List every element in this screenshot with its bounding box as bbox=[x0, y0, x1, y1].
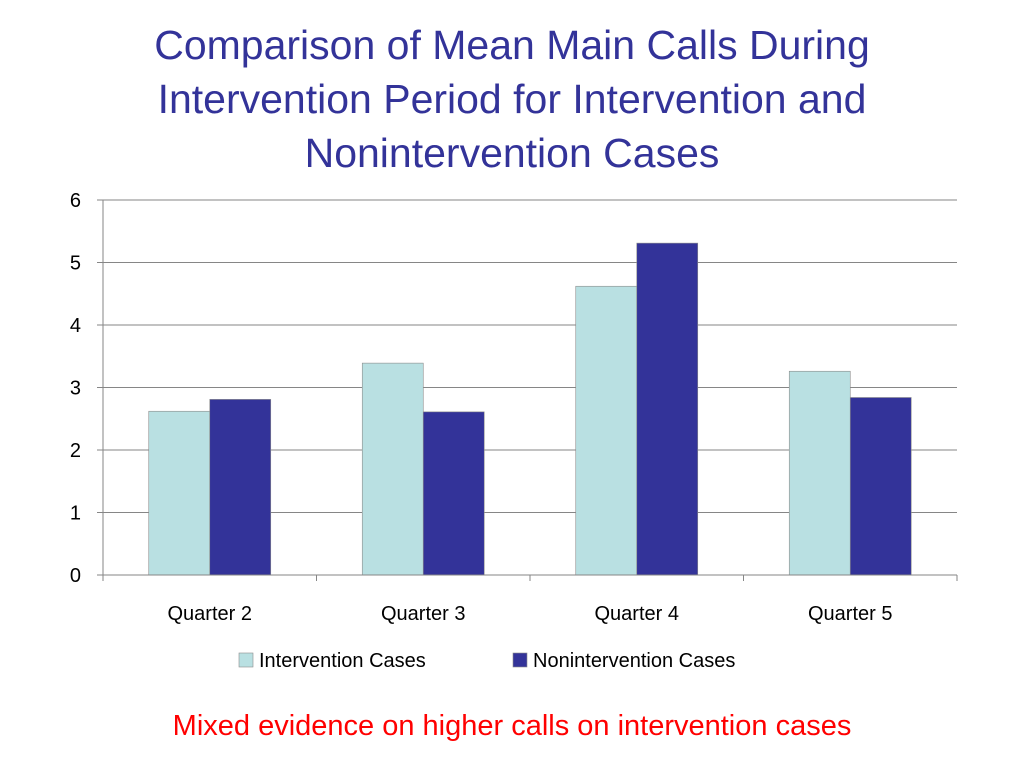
bar-intervention bbox=[361, 362, 424, 576]
legend-intervention-label: Intervention Cases bbox=[259, 650, 426, 672]
slide-title: Comparison of Mean Main Calls During Int… bbox=[60, 18, 964, 180]
slide-caption: Mixed evidence on higher calls on interv… bbox=[172, 710, 852, 742]
bar-chart: 0 1 2 3 4 5 6 Quarter 2 Quarter 3 Quarter 4 Quarte… bbox=[70, 190, 958, 672]
y-tick-label: 4 bbox=[70, 315, 81, 337]
x-category-label: Quarter 2 bbox=[168, 603, 252, 625]
y-tick-label: 0 bbox=[70, 565, 81, 587]
bar-nonintervention bbox=[849, 397, 912, 576]
title-line-3: Nonintervention Cases bbox=[304, 130, 720, 176]
y-tick-label: 2 bbox=[70, 440, 81, 462]
bar-intervention bbox=[148, 410, 211, 576]
y-tick-label: 6 bbox=[70, 190, 81, 212]
legend-nonintervention-label: Nonintervention Cases bbox=[533, 650, 735, 672]
title-line-1: Comparison of Mean Main Calls During bbox=[154, 22, 870, 68]
legend-nonintervention-swatch bbox=[512, 652, 528, 668]
bar-intervention bbox=[575, 285, 638, 576]
y-tick-label: 5 bbox=[70, 253, 81, 275]
x-category-label: Quarter 5 bbox=[808, 603, 892, 625]
y-tick-label: 1 bbox=[70, 503, 81, 525]
bar-nonintervention bbox=[636, 242, 699, 576]
y-tick-label: 3 bbox=[70, 378, 81, 400]
legend: Intervention Cases Nonintervention Cases bbox=[238, 650, 735, 672]
bar-nonintervention bbox=[209, 399, 272, 576]
bars bbox=[148, 242, 912, 576]
title-line-2: Intervention Period for Intervention and bbox=[157, 76, 867, 122]
bar-nonintervention bbox=[422, 411, 485, 576]
bar-intervention bbox=[788, 370, 851, 576]
x-category-label: Quarter 3 bbox=[381, 603, 465, 625]
axis-labels: 0 1 2 3 4 5 6 Quarter 2 Quarter 3 Quarter 4 Quarte… bbox=[70, 190, 893, 625]
legend-intervention-swatch bbox=[238, 652, 254, 668]
axes bbox=[97, 199, 958, 581]
x-category-label: Quarter 4 bbox=[595, 603, 679, 625]
